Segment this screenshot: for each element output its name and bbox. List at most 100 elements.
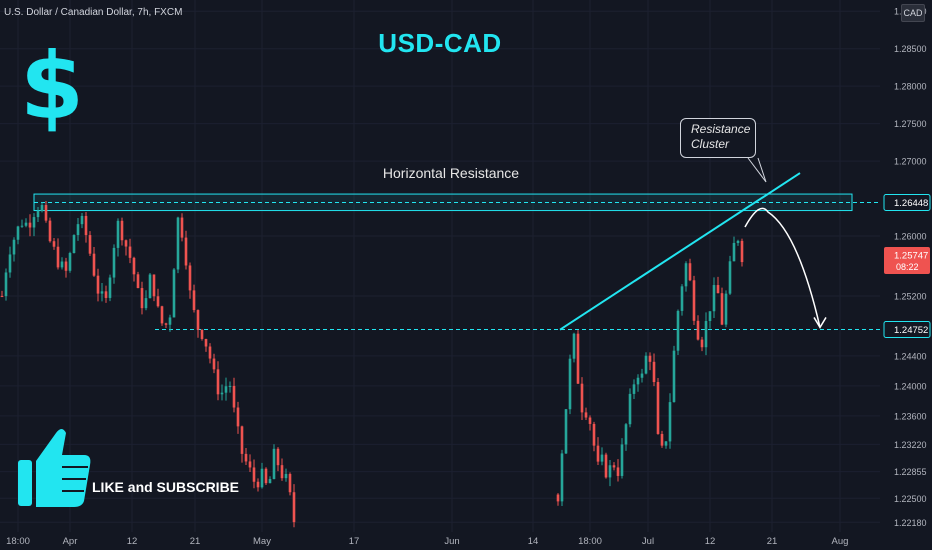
- candle-body: [16, 226, 20, 240]
- x-tick-label: 18:00: [578, 536, 602, 547]
- candle-body: [4, 272, 8, 297]
- candle: [96, 268, 100, 302]
- candle: [28, 214, 32, 237]
- candle: [168, 314, 172, 332]
- candle-body: [648, 355, 652, 362]
- candle-body: [132, 257, 136, 275]
- resistance-cluster-callout: Resistance Cluster: [680, 118, 756, 158]
- projection-arrowhead: [813, 317, 827, 329]
- candle: [156, 288, 160, 308]
- candle: [244, 448, 248, 465]
- candle-body: [592, 423, 596, 446]
- candle-body: [236, 407, 240, 427]
- candle-body: [260, 468, 264, 488]
- candle-body: [720, 293, 724, 325]
- candle-body: [596, 445, 600, 462]
- candle: [660, 430, 664, 448]
- candle: [80, 213, 84, 229]
- y-tick-label: 1.28000: [894, 82, 927, 92]
- candle-body: [272, 448, 276, 480]
- candle-body: [88, 235, 92, 254]
- candle: [44, 201, 48, 223]
- candle: [720, 287, 724, 326]
- candle-body: [656, 382, 660, 434]
- icons: $: [18, 33, 91, 507]
- candle: [604, 452, 608, 479]
- x-tick-label: Aug: [832, 536, 849, 547]
- candle-body: [640, 373, 644, 378]
- y-tick-label: 1.24400: [894, 351, 927, 361]
- candle-body: [20, 225, 24, 227]
- candle: [228, 381, 232, 393]
- time-axis[interactable]: 18:00 Apr 12 21 May 17 Jun 14 18:00 Jul 12 21 Aug: [0, 532, 880, 550]
- thumb-fingers: [62, 466, 88, 492]
- candle: [728, 255, 732, 295]
- candle: [144, 290, 148, 311]
- y-tick-label: 1.25200: [894, 291, 927, 301]
- candle-body: [8, 254, 12, 273]
- level-lines: [34, 201, 880, 331]
- candle-body: [608, 465, 612, 478]
- candle: [632, 379, 636, 400]
- candle: [576, 330, 580, 384]
- trendline-line: [559, 172, 801, 331]
- candle-body: [220, 392, 224, 395]
- candle-body: [196, 310, 200, 330]
- candle: [240, 425, 244, 463]
- candle-body: [76, 224, 80, 236]
- candle-body: [732, 242, 736, 262]
- level-price-value: 1.24752: [894, 325, 928, 336]
- candle-body: [604, 454, 608, 478]
- y-tick-label: 1.27500: [894, 119, 927, 129]
- candle: [276, 447, 280, 472]
- x-tick-label: 21: [190, 536, 201, 547]
- candle: [12, 237, 16, 262]
- candle: [116, 218, 120, 257]
- candle-body: [68, 253, 72, 271]
- y-tick-label: 1.23220: [894, 440, 927, 450]
- candle-body: [268, 479, 272, 484]
- candle-body: [580, 383, 584, 413]
- candle: [40, 202, 44, 213]
- candle: [572, 332, 576, 363]
- candle: [556, 493, 560, 506]
- candle-body: [576, 333, 580, 384]
- candle-body: [124, 240, 128, 247]
- candle: [620, 438, 624, 479]
- candle-body: [672, 350, 676, 403]
- candle-body: [612, 465, 616, 468]
- candle: [740, 238, 744, 267]
- projection-arrow: [744, 157, 827, 329]
- candle-body: [208, 346, 212, 359]
- candle-body: [692, 280, 696, 321]
- symbol-title[interactable]: U.S. Dollar / Canadian Dollar, 7h, FXCM: [4, 7, 183, 18]
- y-tick-label: 1.26000: [894, 232, 927, 242]
- candle-body: [696, 320, 700, 340]
- candle: [652, 353, 656, 387]
- candle: [132, 256, 136, 282]
- candle-body: [684, 263, 688, 287]
- candle: [208, 343, 212, 364]
- candle-body: [12, 239, 16, 255]
- x-tick-label: Jul: [642, 536, 654, 547]
- candle-body: [248, 461, 252, 468]
- candle-body: [708, 311, 712, 322]
- candle-body: [660, 433, 664, 446]
- candle: [700, 336, 704, 352]
- thumb-cuff: [18, 460, 32, 506]
- thumbs-up-icon: [18, 429, 91, 507]
- candle-body: [120, 220, 124, 241]
- candle: [264, 467, 268, 485]
- candle: [248, 454, 252, 472]
- candle-body: [560, 453, 564, 502]
- candle: [696, 315, 700, 341]
- price-axis[interactable]: 1.22180 1.22500 1.22855 1.23220 1.23600 1.240…: [880, 0, 932, 550]
- candle: [216, 361, 220, 401]
- candle: [708, 311, 712, 329]
- candle: [108, 274, 112, 302]
- y-tick-label: 1.22500: [894, 494, 927, 504]
- candle: [676, 309, 680, 356]
- currency-badge: CAD: [901, 4, 925, 22]
- candle: [612, 462, 616, 471]
